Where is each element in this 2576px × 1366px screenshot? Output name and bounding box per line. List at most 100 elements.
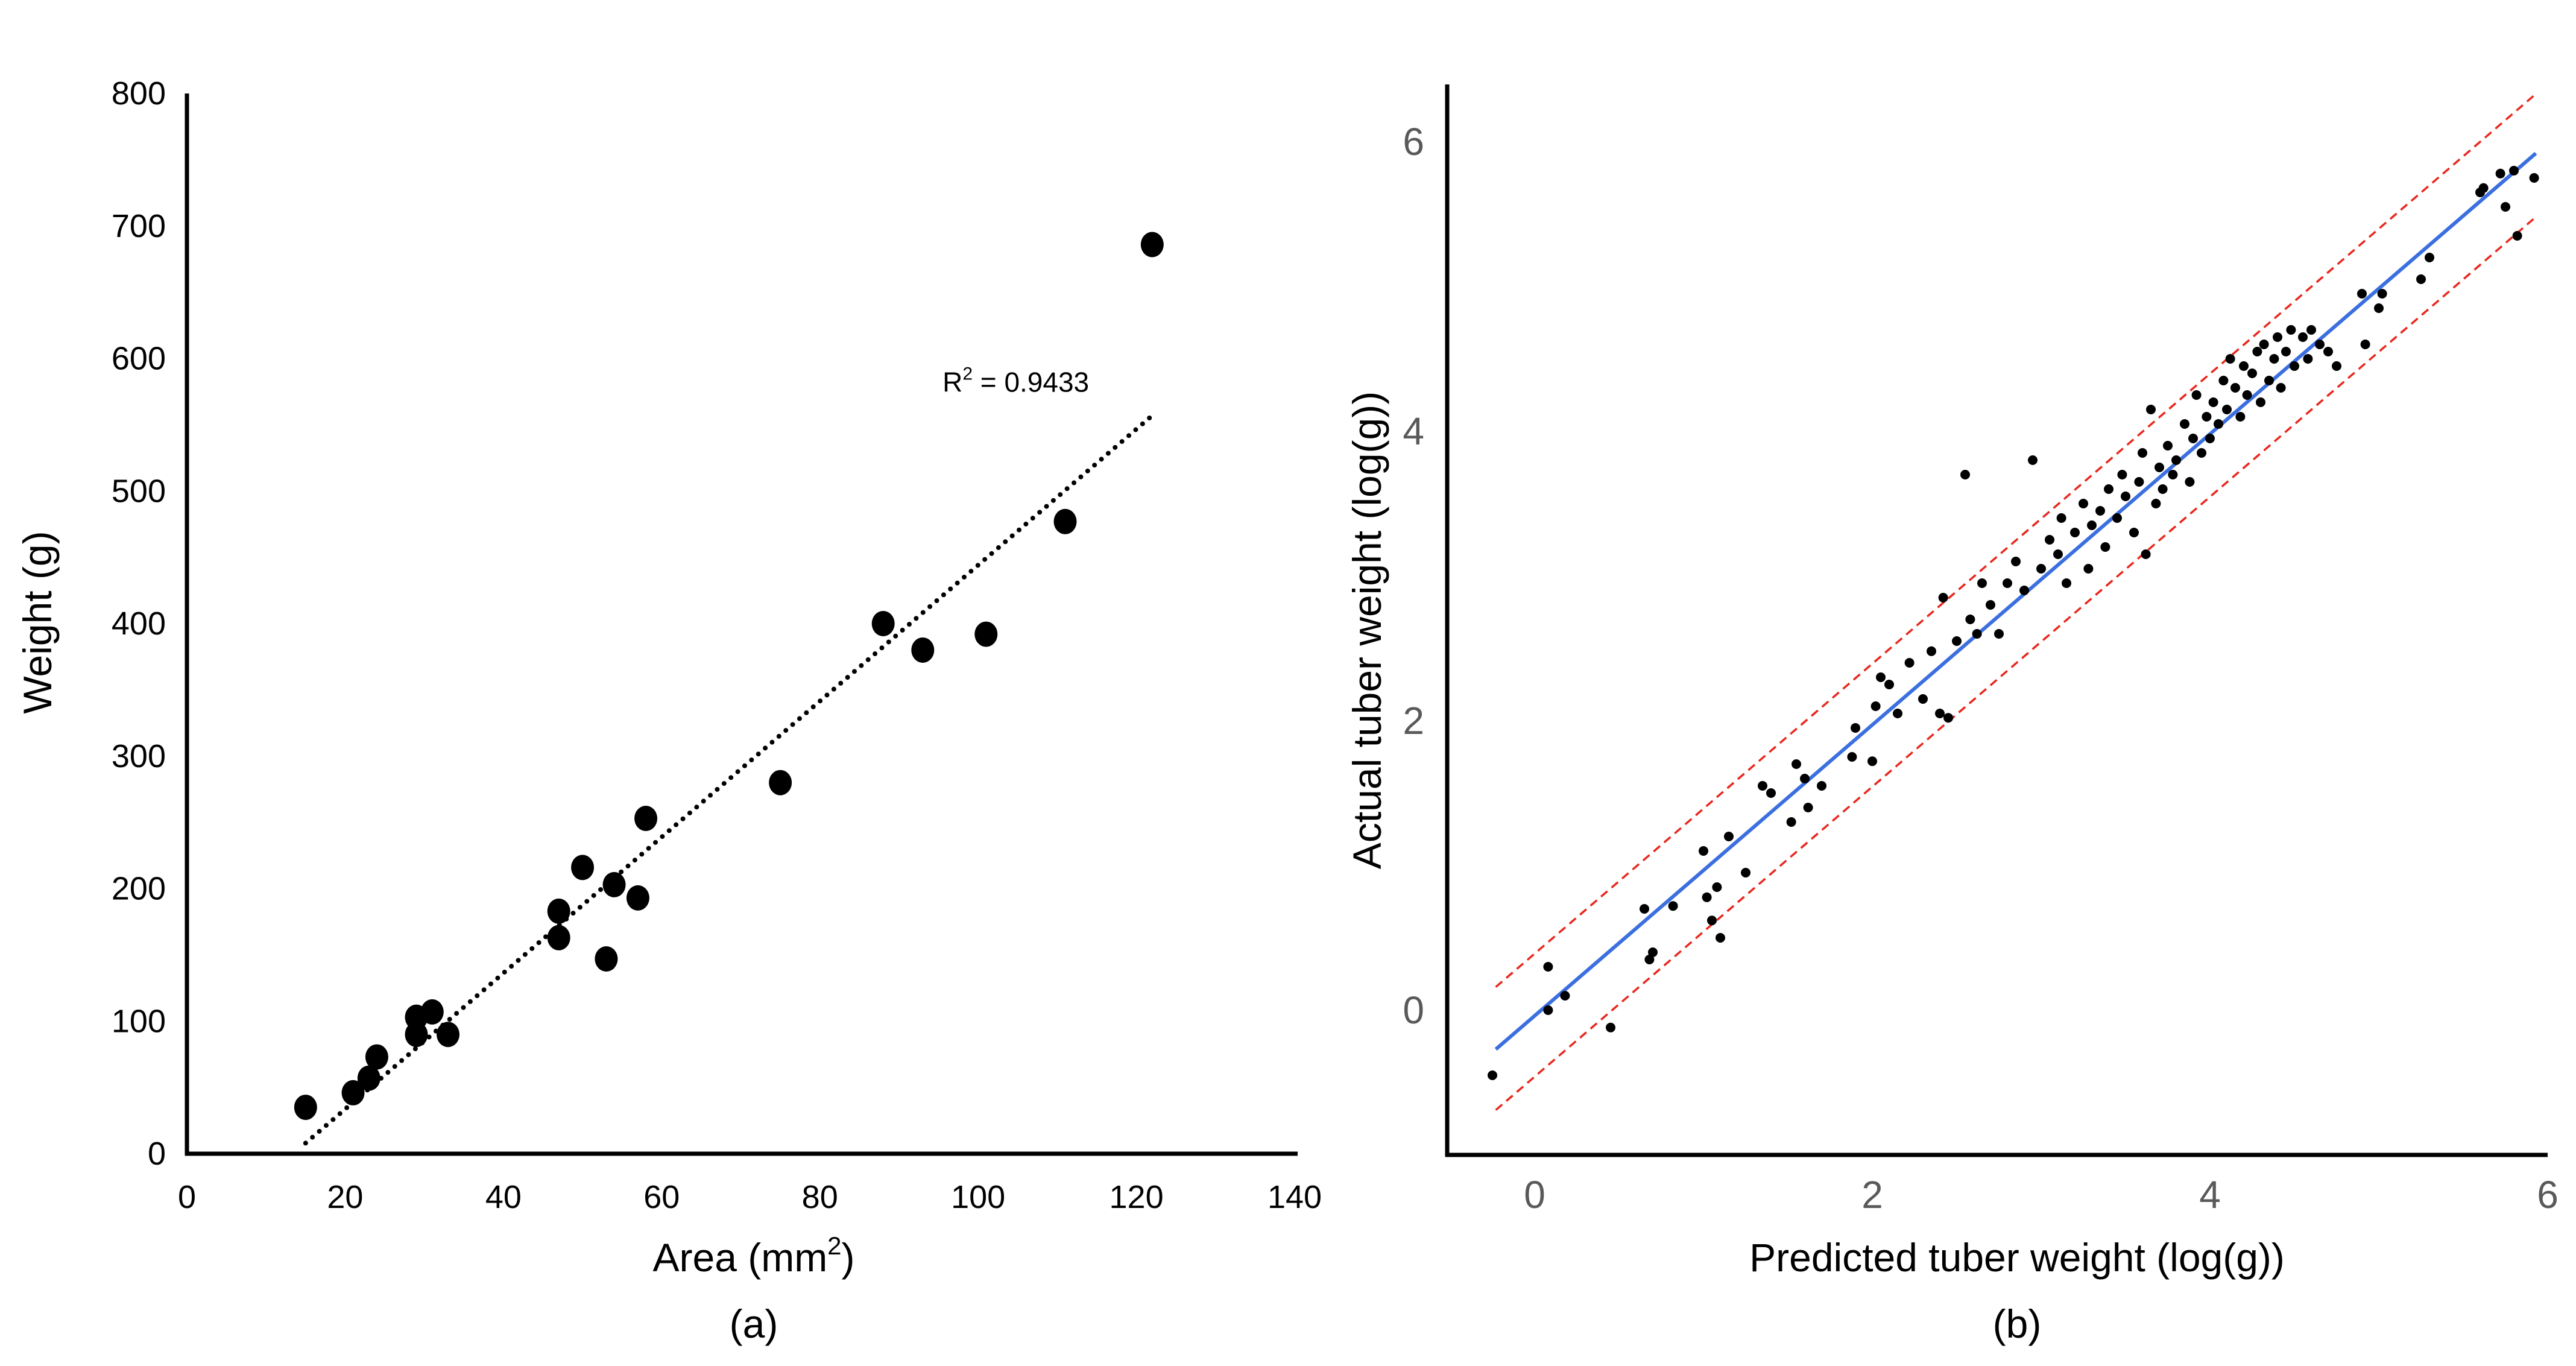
data-point-b (2269, 354, 2279, 364)
y-tick-label-a: 400 (112, 606, 166, 642)
data-point-b (1935, 709, 1945, 718)
fit-line (1494, 151, 2537, 1051)
data-point-a (437, 1022, 460, 1048)
data-point-b (2129, 528, 2139, 537)
data-point-b (2501, 202, 2510, 212)
data-point-b (2191, 390, 2202, 400)
data-point-b (1943, 713, 1953, 723)
data-point-b (2180, 419, 2189, 429)
data-point-b (2225, 354, 2235, 364)
data-point-b (2242, 390, 2252, 400)
data-point-b (2003, 578, 2012, 588)
data-point-b (2315, 340, 2325, 349)
y-tick-label-b: 2 (1403, 699, 1424, 742)
data-point-a (1140, 232, 1164, 258)
x-tick-label-a: 60 (643, 1179, 680, 1215)
data-point-b (2197, 448, 2206, 458)
data-point-b (1741, 868, 1750, 877)
panel-caption-a: (a) (730, 1301, 778, 1346)
data-point-b (2332, 361, 2341, 371)
data-point-b (2357, 289, 2367, 299)
data-point-b (1640, 904, 1649, 914)
data-point-a (626, 885, 649, 911)
y-tick-label-b: 0 (1403, 988, 1424, 1032)
data-point-a (420, 999, 444, 1025)
data-point-b (2252, 347, 2262, 356)
data-point-b (2230, 383, 2240, 393)
data-point-b (2151, 499, 2161, 508)
data-point-b (1904, 658, 1915, 668)
data-point-b (2425, 253, 2434, 262)
data-point-b (2264, 376, 2274, 385)
data-point-b (2235, 412, 2246, 422)
panel-b: 0 2 4 6 0 2 4 6 Actual tuber weight (log(g)) Pr… (1345, 84, 2559, 1346)
x-tick-label-a: 140 (1267, 1179, 1322, 1215)
data-point-b (2416, 274, 2426, 284)
data-point-b (1712, 882, 1722, 892)
data-point-b (2205, 434, 2215, 443)
data-point-b (1786, 817, 1796, 827)
data-point-b (2053, 549, 2063, 559)
y-axis-label-a: Weight (g) (15, 531, 60, 713)
data-point-b (2095, 506, 2105, 516)
data-point-a (1053, 508, 1077, 534)
data-point-b (2158, 484, 2168, 494)
data-point-b (2306, 325, 2316, 335)
y-tick-label-a: 100 (112, 1003, 166, 1039)
data-point-b (2155, 463, 2164, 472)
data-point-b (2171, 455, 2181, 465)
data-point-b (1803, 803, 1813, 812)
data-point-b (2083, 564, 2094, 574)
x-tick-label-a: 20 (327, 1179, 363, 1215)
data-point-b (1927, 646, 1936, 656)
y-tick-label-a: 0 (148, 1136, 166, 1172)
data-point-a (341, 1080, 365, 1105)
upper-bound-line (1495, 93, 2537, 988)
data-point-b (2281, 347, 2291, 356)
data-point-b (2045, 535, 2054, 545)
x-tick-label-a: 40 (485, 1179, 522, 1215)
data-point-a (634, 806, 658, 832)
y-tick-label-a: 600 (112, 341, 166, 377)
data-point-b (2134, 477, 2144, 487)
data-point-b (2222, 405, 2232, 414)
data-point-b (1758, 781, 1767, 791)
data-point-a (547, 898, 570, 924)
data-point-b (2276, 383, 2286, 393)
panel-caption-b: (b) (1993, 1301, 2042, 1346)
data-point-b (2185, 477, 2195, 487)
data-point-b (2141, 549, 2151, 559)
x-tick-label-a: 120 (1110, 1179, 1164, 1215)
data-point-b (2512, 231, 2522, 241)
data-point-b (1847, 752, 1857, 762)
data-point-b (1960, 470, 1970, 479)
data-point-a (571, 855, 595, 881)
data-point-b (2062, 578, 2071, 588)
data-point-b (1994, 629, 2004, 639)
data-point-b (1792, 759, 1801, 769)
y-tick-label-a: 300 (112, 738, 166, 774)
data-point-b (1986, 600, 1995, 610)
y-tick-label-a: 200 (112, 871, 166, 907)
data-point-b (1724, 832, 1734, 841)
data-point-a (365, 1044, 388, 1070)
data-point-b (2087, 520, 2097, 530)
data-point-b (1699, 846, 1708, 856)
x-axis-label-b: Predicted tuber weight (log(g)) (1749, 1235, 2285, 1280)
data-point-b (1938, 593, 1948, 602)
data-point-a (357, 1065, 380, 1091)
data-point-b (2214, 419, 2223, 429)
data-point-a (595, 946, 618, 972)
x-tick-label-a: 100 (951, 1179, 1005, 1215)
x-tick-label-a: 80 (802, 1179, 838, 1215)
data-point-a (974, 621, 998, 647)
data-point-b (1870, 701, 1881, 711)
y-tick-label-a: 700 (112, 208, 166, 244)
data-point-a (911, 637, 935, 663)
y-tick-label-a: 800 (112, 75, 166, 112)
data-point-b (2298, 332, 2308, 342)
data-point-b (2259, 340, 2269, 349)
x-tick-label-b: 6 (2537, 1173, 2559, 1216)
data-point-a (602, 871, 626, 897)
